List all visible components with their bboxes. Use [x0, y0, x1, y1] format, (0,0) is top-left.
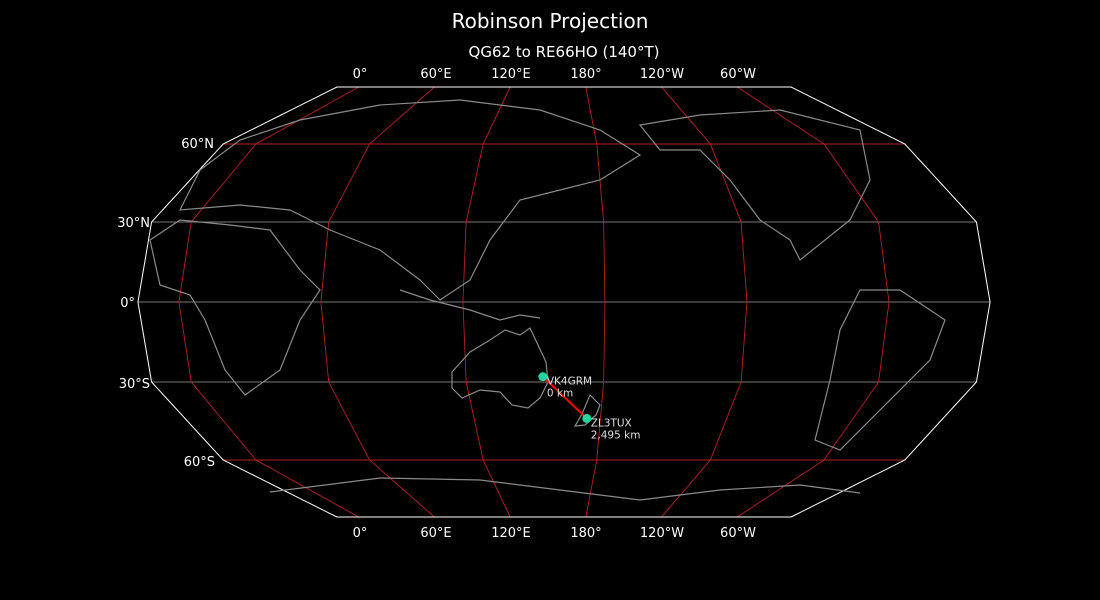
graticule	[137, 86, 991, 518]
meridian-line	[178, 86, 359, 518]
lat-tick: 60°S	[184, 455, 215, 470]
lon-tick-top: 60°W	[720, 67, 756, 82]
map-boundary	[137, 86, 991, 518]
coastline-africa	[149, 219, 321, 396]
station-marker	[582, 413, 592, 423]
coastline-australia	[451, 327, 549, 409]
lon-tick-bottom: 120°E	[491, 526, 531, 541]
map-subtitle: QG62 to RE66HO (140°T)	[468, 43, 660, 61]
lat-tick: 60°N	[181, 137, 214, 152]
lon-tick-bottom: 120°W	[640, 526, 684, 541]
path-layer	[542, 375, 588, 420]
lat-tick: 30°S	[119, 377, 150, 392]
lon-tick-bottom: 60°W	[720, 526, 756, 541]
meridian-line	[585, 86, 606, 518]
great-circle-path	[542, 375, 588, 420]
meridian-line	[462, 86, 511, 518]
station-distance: 2,495 km	[591, 429, 641, 441]
tick-labels: 0° 0° 60°E 60°E 120°E 120°E 180° 180° 120°W 120°W…	[117, 67, 756, 541]
coastlines	[149, 99, 946, 501]
coastline-north-america	[638, 109, 871, 261]
lat-tick: 30°N	[117, 216, 150, 231]
station-callsign: ZL3TUX	[591, 417, 632, 429]
station-distance: 0 km	[547, 388, 573, 400]
lon-tick-top: 120°E	[491, 67, 531, 82]
coastline-south-america	[814, 289, 946, 451]
coastline-antarctica	[269, 477, 861, 501]
coastline-eurasia	[178, 99, 642, 301]
lon-tick-top: 120°W	[640, 67, 684, 82]
lon-tick-bottom: 60°E	[420, 526, 451, 541]
meridian-line	[320, 86, 435, 518]
lon-tick-bottom: 180°	[570, 526, 601, 541]
coastline-indonesia	[399, 289, 541, 321]
lon-tick-top: 60°E	[420, 67, 451, 82]
station-callsign: VK4GRM	[547, 376, 592, 388]
lat-tick: 0°	[120, 296, 135, 311]
station-marker	[538, 372, 548, 382]
lon-tick-top: 180°	[570, 67, 601, 82]
meridian-line	[661, 86, 748, 518]
lon-tick-bottom: 0°	[353, 526, 368, 541]
meridian-line	[736, 86, 890, 518]
lon-tick-top: 0°	[353, 67, 368, 82]
map-title: Robinson Projection	[451, 9, 649, 33]
